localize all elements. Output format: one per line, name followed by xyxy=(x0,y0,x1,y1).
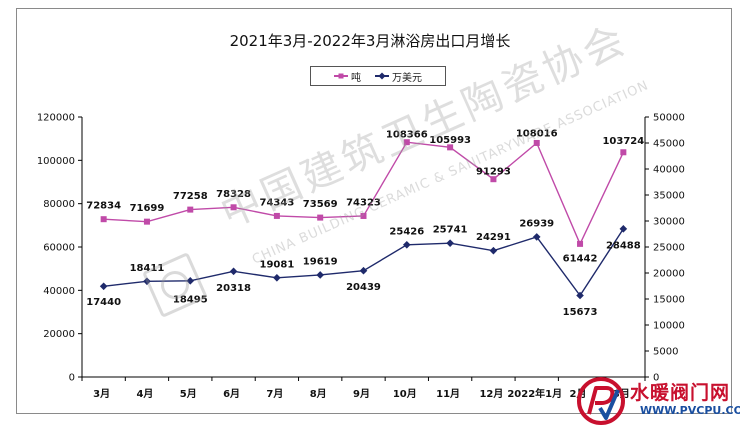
y-right-tick-label: 20000 xyxy=(653,269,685,280)
y-left-tick-label: 100000 xyxy=(37,156,75,167)
chart-legend: 吨 万美元 xyxy=(310,66,446,86)
data-point-tons xyxy=(317,214,324,221)
data-point-usd xyxy=(489,246,498,255)
data-point-tons xyxy=(100,216,107,223)
data-point-tons xyxy=(360,212,367,219)
x-tick-label: 8月 xyxy=(310,388,327,400)
y-left-tick-label: 40000 xyxy=(43,286,75,297)
data-point-usd xyxy=(532,233,541,241)
data-point-tons xyxy=(447,144,454,151)
x-tick-label: 6月 xyxy=(223,388,240,400)
brand-url: WWW.PVCPU.COM xyxy=(640,404,740,417)
data-label-usd: 25426 xyxy=(389,226,424,237)
y-left-tick-label: 80000 xyxy=(43,199,75,210)
y-right-tick-label: 35000 xyxy=(653,191,685,202)
data-label-tons: 78328 xyxy=(216,189,251,200)
x-tick-label: 3月 xyxy=(93,388,110,400)
data-point-usd xyxy=(446,239,454,247)
data-point-tons xyxy=(620,149,627,156)
data-point-usd xyxy=(99,282,108,291)
x-tick-label: 10月 xyxy=(393,388,417,400)
x-tick-label: 7月 xyxy=(266,388,283,400)
x-tick-label: 12月 xyxy=(479,388,503,400)
data-label-tons: 108366 xyxy=(386,130,428,141)
legend-swatch-tons xyxy=(334,72,348,80)
data-label-tons: 91293 xyxy=(476,167,511,178)
data-label-usd: 17440 xyxy=(86,297,121,308)
y-left-tick-label: 120000 xyxy=(37,113,75,124)
x-tick-label: 9月 xyxy=(353,388,370,400)
legend-label-tons: 吨 xyxy=(351,72,361,84)
data-label-usd: 28488 xyxy=(606,240,641,251)
data-label-tons: 103724 xyxy=(602,136,644,147)
data-point-tons xyxy=(187,206,194,213)
y-left-tick-label: 60000 xyxy=(43,243,75,254)
data-point-tons xyxy=(230,204,237,211)
data-label-tons: 72834 xyxy=(86,201,121,212)
data-point-usd xyxy=(273,273,281,282)
data-point-tons xyxy=(533,139,540,146)
data-point-usd xyxy=(143,277,151,286)
y-right-tick-label: 0 xyxy=(653,373,659,384)
data-label-tons: 105993 xyxy=(429,135,471,146)
data-label-tons: 71699 xyxy=(130,203,165,214)
y-right-tick-label: 5000 xyxy=(653,347,678,358)
pv-logo-icon xyxy=(577,377,625,425)
data-label-usd: 26939 xyxy=(519,218,554,229)
legend-label-usd: 万美元 xyxy=(392,72,422,84)
data-label-tons: 108016 xyxy=(516,128,558,139)
y-right-tick-label: 45000 xyxy=(653,139,685,150)
site-badge: 水暖阀门网 WWW.PVCPU.COM xyxy=(574,374,740,431)
data-point-usd xyxy=(619,225,628,233)
x-tick-label: 2022年1月 xyxy=(507,387,562,400)
y-right-tick-label: 10000 xyxy=(653,321,685,332)
data-point-tons xyxy=(577,240,584,247)
data-point-usd xyxy=(403,240,411,249)
legend-item-tons: 吨 xyxy=(334,69,361,84)
brand-name: 水暖阀门网 xyxy=(630,382,731,404)
data-point-usd xyxy=(316,271,324,279)
y-left-tick-label: 0 xyxy=(69,373,75,384)
y-right-tick-label: 25000 xyxy=(653,243,685,254)
data-label-tons: 74323 xyxy=(346,197,381,208)
y-right-tick-label: 30000 xyxy=(653,217,685,228)
data-point-tons xyxy=(273,212,280,219)
data-label-usd: 25741 xyxy=(433,225,468,236)
data-label-usd: 18495 xyxy=(173,294,208,305)
data-label-usd: 20318 xyxy=(216,283,251,294)
data-point-usd xyxy=(359,266,368,275)
y-right-tick-label: 40000 xyxy=(653,165,685,176)
data-point-usd xyxy=(186,277,195,285)
data-point-tons xyxy=(143,218,150,225)
data-label-usd: 24291 xyxy=(476,232,511,243)
legend-item-usd: 万美元 xyxy=(375,69,422,84)
data-label-tons: 61442 xyxy=(563,253,598,264)
data-point-usd xyxy=(229,267,238,276)
data-label-usd: 19619 xyxy=(303,256,338,267)
data-label-tons: 74343 xyxy=(259,197,294,208)
data-point-usd xyxy=(576,291,584,300)
x-tick-label: 4月 xyxy=(136,388,153,400)
data-point-tons xyxy=(403,139,410,146)
data-label-usd: 18411 xyxy=(130,263,165,274)
data-label-usd: 20439 xyxy=(346,282,381,293)
data-label-usd: 15673 xyxy=(563,307,598,318)
x-tick-label: 5月 xyxy=(180,388,197,400)
y-right-tick-label: 15000 xyxy=(653,295,685,306)
y-left-tick-label: 20000 xyxy=(43,329,75,340)
data-label-usd: 19081 xyxy=(259,259,294,270)
chart-title: 2021年3月-2022年3月淋浴房出口月增长 xyxy=(229,32,511,50)
data-label-tons: 77258 xyxy=(173,191,208,202)
legend-swatch-usd xyxy=(375,72,389,80)
x-tick-label: 11月 xyxy=(436,388,460,400)
data-point-tons xyxy=(490,176,497,183)
data-label-tons: 73569 xyxy=(303,199,338,210)
y-right-tick-label: 50000 xyxy=(653,113,685,124)
